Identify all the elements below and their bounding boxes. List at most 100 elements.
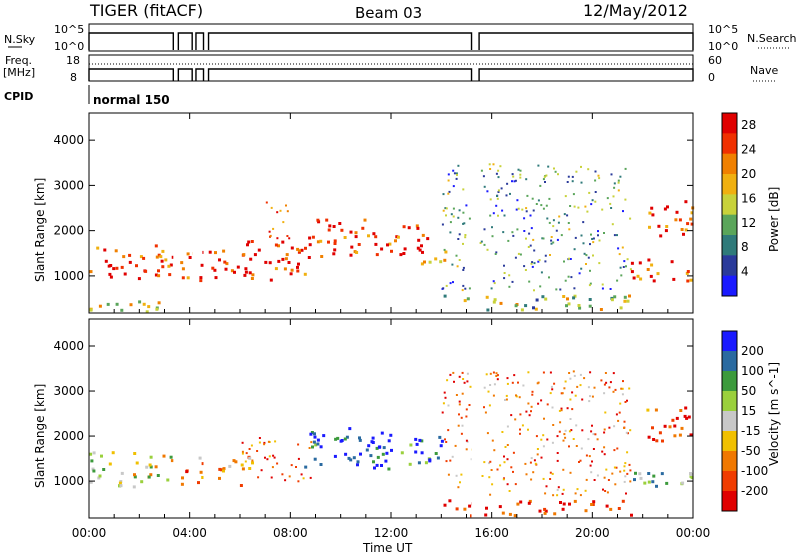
range-gate-cell	[332, 225, 336, 228]
range-gate-cell	[463, 381, 466, 384]
range-gate-cell	[486, 432, 489, 435]
range-gate-cell	[551, 441, 554, 444]
range-gate-cell	[648, 211, 652, 215]
range-gate-cell	[624, 198, 627, 201]
range-gate-cell	[587, 168, 590, 171]
range-gate-cell	[605, 504, 609, 508]
colorbar-tick-label: 24	[741, 143, 756, 157]
range-gate-cell	[529, 214, 532, 217]
station-title: TIGER (fitACF)	[89, 1, 203, 20]
velocity-ylabel: Slant Range [km]	[33, 384, 47, 488]
range-gate-cell	[536, 382, 539, 385]
range-gate-cell	[465, 415, 468, 418]
range-gate-cell	[328, 224, 332, 228]
range-gate-cell	[355, 251, 359, 254]
range-gate-cell	[589, 243, 591, 246]
range-gate-cell	[449, 221, 452, 224]
range-gate-cell	[608, 426, 611, 429]
range-gate-cell	[197, 481, 200, 485]
range-gate-cell	[483, 461, 486, 464]
range-gate-cell	[186, 252, 190, 256]
range-gate-cell	[443, 294, 447, 298]
freq-panel: Freq. [MHz] 18 8 60 0 Nave	[3, 54, 778, 84]
range-gate-cell	[549, 392, 552, 395]
range-gate-cell	[594, 179, 597, 182]
range-gate-cell	[559, 288, 562, 291]
range-gate-cell	[523, 217, 526, 220]
range-gate-cell	[624, 167, 627, 170]
range-gate-cell	[455, 474, 458, 477]
range-gate-cell	[597, 234, 599, 237]
range-gate-cell	[157, 253, 161, 257]
range-gate-cell	[525, 207, 528, 210]
range-gate-cell	[369, 454, 373, 458]
range-gate-cell	[629, 480, 632, 483]
range-gate-cell	[658, 431, 662, 435]
range-gate-cell	[629, 469, 632, 472]
range-gate-cell	[270, 476, 273, 479]
range-gate-cell	[169, 455, 173, 459]
colorbar-swatch	[722, 275, 737, 297]
range-gate-cell	[527, 246, 530, 248]
range-gate-cell	[241, 441, 244, 444]
range-gate-cell	[300, 473, 303, 476]
range-gate-cell	[441, 411, 444, 414]
range-gate-cell	[407, 226, 411, 230]
range-gate-cell	[663, 207, 667, 211]
range-gate-cell	[457, 486, 460, 489]
range-gate-cell	[310, 441, 313, 444]
range-gate-cell	[458, 375, 461, 378]
range-gate-cell	[506, 458, 509, 461]
range-gate-cell	[626, 399, 628, 402]
range-gate-cell	[497, 176, 500, 179]
range-gate-cell	[532, 471, 535, 474]
range-gate-cell	[214, 276, 218, 280]
range-gate-cell	[485, 295, 489, 299]
range-gate-cell	[542, 445, 545, 448]
range-gate-cell	[552, 424, 555, 426]
range-gate-cell	[490, 469, 493, 471]
colorbar-swatch	[722, 153, 737, 175]
range-gate-cell	[266, 458, 269, 461]
range-gate-cell	[523, 265, 526, 268]
range-gate-cell	[167, 264, 171, 268]
range-gate-cell	[492, 280, 495, 283]
nsky-label: N.Sky	[4, 33, 36, 46]
range-gate-cell	[457, 424, 460, 427]
range-gate-cell	[623, 469, 626, 472]
range-gate-cell	[535, 298, 539, 302]
range-gate-cell	[395, 235, 399, 239]
range-gate-cell	[680, 426, 684, 430]
range-gate-cell	[678, 433, 682, 437]
range-gate-cell	[403, 247, 407, 251]
range-gate-cell	[357, 243, 361, 246]
range-gate-cell	[170, 459, 174, 463]
range-gate-cell	[157, 301, 161, 305]
range-gate-cell	[539, 184, 542, 187]
range-gate-cell	[253, 253, 257, 257]
range-gate-cell	[277, 259, 281, 263]
power-colorbar-label: Power [dB]	[767, 187, 781, 252]
range-gate-cell	[273, 456, 276, 459]
range-gate-cell	[533, 289, 535, 292]
range-gate-cell	[638, 261, 642, 265]
range-gate-cell	[531, 197, 534, 200]
range-gate-cell	[423, 260, 426, 264]
colorbar-tick-label: -100	[741, 464, 768, 478]
range-gate-cell	[497, 189, 500, 192]
y-tick-label: 4000	[53, 133, 84, 147]
range-gate-cell	[188, 256, 192, 259]
range-gate-cell	[521, 208, 524, 211]
range-gate-cell	[449, 373, 452, 376]
range-gate-cell	[495, 204, 498, 207]
range-gate-cell	[618, 411, 621, 414]
range-gate-cell	[481, 475, 484, 477]
range-gate-cell	[139, 255, 143, 259]
range-gate-cell	[689, 217, 693, 221]
y-tick-label: 2000	[53, 224, 84, 238]
range-gate-cell	[460, 473, 463, 476]
range-gate-cell	[228, 464, 232, 468]
range-gate-cell	[550, 242, 553, 245]
range-gate-cell	[319, 463, 323, 466]
range-gate-cell	[569, 418, 572, 420]
